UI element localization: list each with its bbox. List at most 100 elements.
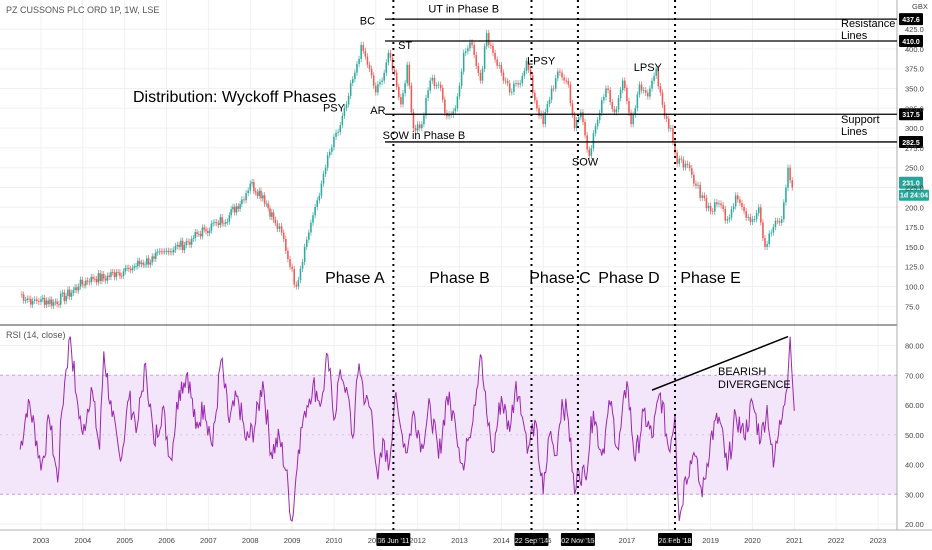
x-tick-label: 2010 <box>326 536 343 545</box>
price-tick-label: 225.0 <box>905 184 924 193</box>
price-candle-body <box>43 297 46 305</box>
price-candle-body <box>699 184 701 198</box>
price-candle-body <box>734 195 737 207</box>
price-candle-body <box>212 222 214 224</box>
price-candle-body <box>508 83 511 93</box>
countdown-tag <box>899 189 929 201</box>
price-candle-body <box>776 220 779 222</box>
price-candle-body <box>653 75 655 81</box>
price-candle-body <box>596 120 599 127</box>
price-candle-body <box>439 84 442 89</box>
price-candle-body <box>52 302 55 306</box>
price-candle-body <box>647 92 649 97</box>
rsi-tick-label: 60.00 <box>905 401 924 410</box>
price-candle-body <box>295 284 298 287</box>
price-candle-body <box>538 108 540 117</box>
price-candle-body <box>676 152 678 164</box>
price-candle-body <box>364 50 367 57</box>
price-candle-body <box>174 245 177 250</box>
wyckoff-marker-label: BC <box>360 15 375 27</box>
price-candle-body <box>433 77 436 87</box>
price-candle-body <box>54 301 57 303</box>
price-candle-body <box>137 260 139 267</box>
price-candle-body <box>192 238 195 239</box>
price-candle-body <box>221 217 223 224</box>
price-candle-body <box>429 80 432 91</box>
price-candle-body <box>611 102 614 110</box>
price-candle-body <box>603 97 605 101</box>
price-candle-body <box>303 246 306 263</box>
price-candle-body <box>360 44 362 59</box>
price-candle-body <box>61 292 64 294</box>
price-candle-body <box>320 183 323 196</box>
chart-annotation-title: Distribution: Wyckoff Phases <box>133 89 336 106</box>
price-candle-body <box>737 195 739 200</box>
price-candle-body <box>473 44 475 55</box>
price-candle-body <box>636 94 639 109</box>
price-candle-body <box>146 258 148 265</box>
price-candle-body <box>287 250 289 260</box>
price-tick-label: 175.0 <box>905 223 924 232</box>
price-tick-label: 425.0 <box>905 25 924 34</box>
x-tick-label: 2023 <box>870 536 887 545</box>
price-candle-body <box>228 215 231 222</box>
price-candle-body <box>678 158 681 164</box>
price-candle-body <box>375 85 377 93</box>
price-candle-body <box>690 168 693 175</box>
price-candle-body <box>695 183 697 186</box>
price-candle-body <box>74 287 76 291</box>
price-candle-body <box>479 72 482 81</box>
price-candle-body <box>502 72 505 81</box>
price-candle-body <box>670 128 672 129</box>
price-candle-body <box>92 276 94 279</box>
price-candle-body <box>437 84 440 86</box>
price-candle-body <box>469 42 471 49</box>
price-candle-body <box>140 262 143 265</box>
phase-divider-date-tag <box>376 533 411 546</box>
price-candle-body <box>745 211 747 218</box>
price-candle-body <box>619 90 622 99</box>
price-candle-body <box>464 51 467 53</box>
price-candle-body <box>515 83 517 84</box>
price-candle-body <box>626 87 628 102</box>
price-candle-body <box>452 111 455 116</box>
price-candle-body <box>624 80 626 88</box>
price-candle-body <box>577 117 580 121</box>
phase-divider-date-label: 22 Sep '14 <box>515 538 548 545</box>
price-candle-body <box>289 259 291 267</box>
x-tick-label: 2022 <box>828 536 845 545</box>
price-candle-body <box>203 227 206 230</box>
price-candle-body <box>720 203 722 206</box>
price-candle-body <box>757 207 760 214</box>
price-candle-body <box>634 108 637 115</box>
price-candle-body <box>151 256 154 263</box>
price-candle-body <box>349 83 352 96</box>
price-candle-body <box>582 112 584 122</box>
price-candle-body <box>33 299 36 301</box>
price-candle-body <box>70 292 73 297</box>
price-candle-body <box>492 45 494 53</box>
wyckoff-marker-label: AR <box>370 105 385 117</box>
phase-divider-date-label: 02 Nov '15 <box>561 538 594 545</box>
price-candle-body <box>770 232 773 234</box>
price-candle-body <box>230 209 232 216</box>
wyckoff-marker-label: SOW <box>572 156 599 168</box>
price-candle-body <box>749 216 752 222</box>
phase-label: Phase A <box>325 270 385 287</box>
sr-price-tag <box>899 34 923 47</box>
price-candle-body <box>544 112 547 125</box>
price-candle-body <box>347 95 350 105</box>
price-candle-body <box>370 68 373 76</box>
price-candle-body <box>467 48 469 52</box>
price-candle-body <box>739 199 741 203</box>
x-tick-label: 2020 <box>744 536 761 545</box>
divergence-label-line2: DIVERGENCE <box>718 379 791 391</box>
price-candle-body <box>79 279 82 287</box>
price-candle-body <box>414 128 417 131</box>
price-candle-body <box>142 262 145 265</box>
price-candle-body <box>412 112 415 129</box>
price-candle-body <box>632 114 634 125</box>
axes-labels: 2003 2004 2005 2006 2007 2008 2009 2010 2011 2012… <box>33 25 924 545</box>
price-candle-body <box>28 298 30 300</box>
price-candle-body <box>322 173 325 184</box>
